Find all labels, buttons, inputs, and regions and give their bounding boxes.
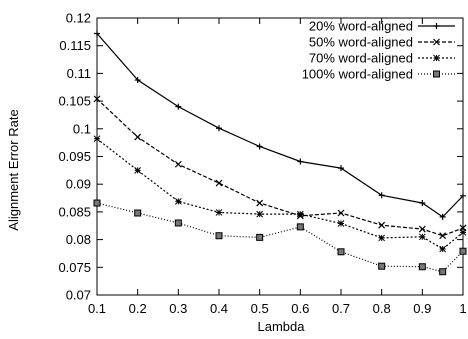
data-point bbox=[296, 210, 304, 218]
series-group bbox=[93, 30, 467, 276]
data-point bbox=[93, 135, 101, 143]
data-point bbox=[134, 209, 142, 217]
data-point bbox=[296, 223, 304, 231]
data-point bbox=[93, 199, 101, 207]
data-point bbox=[337, 220, 345, 227]
y-tick-label: 0.07 bbox=[66, 288, 91, 303]
legend-marker bbox=[433, 54, 440, 62]
y-tick-label: 0.085 bbox=[58, 204, 91, 219]
data-point bbox=[439, 268, 447, 276]
y-tick-label: 0.075 bbox=[58, 260, 91, 275]
x-tick-label: 0.4 bbox=[210, 301, 228, 316]
data-point bbox=[459, 229, 467, 236]
legend-marker bbox=[433, 70, 440, 78]
data-point bbox=[418, 225, 426, 233]
data-point bbox=[439, 232, 447, 240]
data-point bbox=[338, 165, 344, 172]
axes: 0.070.0750.080.0850.090.0950.10.1050.110… bbox=[58, 11, 466, 317]
data-point bbox=[134, 77, 141, 84]
legend-item: 20% word-aligned bbox=[309, 19, 455, 34]
x-tick-label: 0.9 bbox=[413, 301, 431, 316]
data-point bbox=[418, 263, 426, 271]
legend-label: 20% word-aligned bbox=[309, 19, 413, 34]
data-point bbox=[297, 158, 304, 165]
data-point bbox=[215, 232, 223, 240]
data-point bbox=[94, 30, 100, 37]
data-point bbox=[460, 192, 466, 199]
data-point bbox=[93, 95, 101, 103]
series-2 bbox=[93, 95, 467, 240]
y-tick-label: 0.11 bbox=[67, 66, 91, 81]
data-point bbox=[378, 192, 385, 199]
data-point bbox=[174, 198, 182, 205]
data-point bbox=[337, 248, 345, 256]
legend-item: 100% word-aligned bbox=[302, 67, 455, 82]
x-tick-label: 0.3 bbox=[169, 301, 187, 316]
data-point bbox=[256, 210, 264, 218]
legend-item: 50% word-aligned bbox=[309, 35, 455, 50]
data-point bbox=[337, 209, 345, 217]
series-3 bbox=[93, 135, 467, 253]
x-tick-label: 0.8 bbox=[373, 301, 391, 316]
y-tick-label: 0.08 bbox=[66, 232, 91, 247]
y-axis-title: Alignment Error Rate bbox=[6, 109, 21, 230]
x-tick-label: 0.5 bbox=[251, 301, 269, 316]
data-point bbox=[175, 103, 182, 110]
data-point bbox=[256, 233, 264, 241]
data-point bbox=[419, 200, 426, 207]
data-point bbox=[216, 125, 222, 132]
data-point bbox=[378, 262, 386, 270]
series-4 bbox=[93, 199, 467, 276]
data-point bbox=[439, 213, 446, 220]
series-1 bbox=[94, 30, 466, 220]
data-point bbox=[256, 143, 263, 150]
series-line bbox=[96, 98, 464, 237]
data-point bbox=[215, 179, 223, 187]
legend-marker bbox=[433, 23, 440, 29]
y-tick-label: 0.1 bbox=[73, 121, 91, 136]
data-point bbox=[418, 233, 426, 241]
y-tick-label: 0.09 bbox=[66, 177, 91, 192]
legend-item: 70% word-aligned bbox=[309, 51, 455, 66]
legend-label: 50% word-aligned bbox=[309, 35, 413, 50]
data-point bbox=[439, 245, 447, 253]
x-axis-title: Lambda bbox=[258, 319, 306, 334]
series-line bbox=[96, 138, 464, 250]
data-point bbox=[174, 160, 182, 168]
data-point bbox=[215, 209, 223, 216]
x-tick-label: 0.1 bbox=[88, 301, 106, 316]
data-point bbox=[378, 234, 386, 242]
data-point bbox=[256, 199, 264, 207]
series-line bbox=[96, 202, 464, 273]
data-point bbox=[134, 133, 142, 141]
x-tick-label: 0.7 bbox=[332, 301, 350, 316]
x-tick-label: 0.6 bbox=[291, 301, 309, 316]
y-tick-label: 0.12 bbox=[66, 11, 91, 26]
x-tick-label: 1 bbox=[459, 301, 466, 316]
y-tick-label: 0.115 bbox=[59, 38, 91, 53]
data-point bbox=[174, 219, 182, 227]
data-point bbox=[459, 247, 467, 255]
y-tick-label: 0.105 bbox=[58, 94, 91, 109]
data-point bbox=[378, 221, 386, 229]
legend-label: 70% word-aligned bbox=[309, 51, 413, 66]
data-point bbox=[134, 166, 142, 174]
y-tick-label: 0.095 bbox=[58, 149, 91, 164]
legend-marker bbox=[433, 38, 440, 46]
legend-label: 100% word-aligned bbox=[302, 67, 413, 82]
x-tick-label: 0.2 bbox=[129, 301, 147, 316]
